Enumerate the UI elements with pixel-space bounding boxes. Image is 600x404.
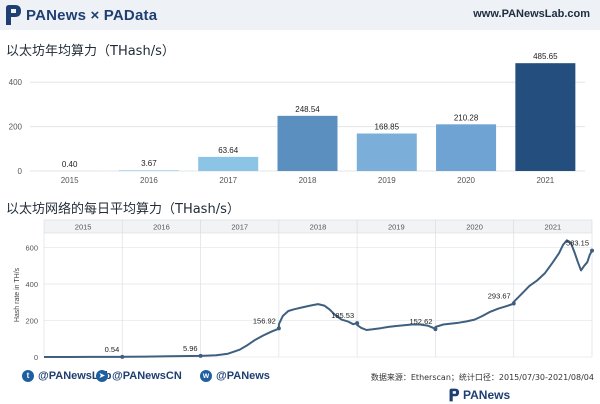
bar-value-label: 485.65 bbox=[533, 52, 558, 61]
annotation-point bbox=[355, 321, 360, 326]
daily-hashrate-line-chart: 2015 2016 2017 2018 2019 2020 2021 0 200 400 600 Ha… bbox=[14, 219, 594, 362]
bar-value-label: 248.54 bbox=[295, 105, 320, 114]
panel-label: 2015 bbox=[75, 223, 92, 232]
x-tick-label: 2021 bbox=[536, 176, 554, 185]
twitter-handle[interactable]: t @PANewsLab bbox=[22, 370, 111, 382]
weibo-icon: w bbox=[200, 370, 212, 382]
bar bbox=[515, 63, 576, 171]
bar-value-label: 168.85 bbox=[375, 123, 400, 132]
x-tick-label: 2017 bbox=[219, 176, 237, 185]
y-tick-label: 200 bbox=[25, 317, 38, 326]
header-bar: PANews × PAData www.PANewsLab.com bbox=[0, 0, 600, 30]
brand-logo[interactable]: PANews × PAData bbox=[4, 3, 157, 27]
twitter-icon: t bbox=[22, 370, 34, 382]
x-tick-label: 2020 bbox=[457, 176, 475, 185]
panews-logo-icon bbox=[449, 388, 460, 402]
bar-value-label: 210.28 bbox=[454, 113, 479, 122]
annotation-point bbox=[120, 354, 125, 359]
panel-label: 2017 bbox=[231, 223, 248, 232]
bar bbox=[436, 124, 497, 171]
bar-value-label: 3.67 bbox=[141, 159, 157, 168]
annotation-point bbox=[511, 301, 516, 306]
panel-label: 2019 bbox=[388, 223, 405, 232]
panel-label: 2020 bbox=[466, 223, 483, 232]
panel-label: 2018 bbox=[310, 223, 327, 232]
footer-logo: PANews bbox=[448, 388, 510, 402]
panel-label: 2021 bbox=[545, 223, 562, 232]
weibo-label: @PANews bbox=[216, 370, 270, 382]
x-tick-label: 2016 bbox=[140, 176, 158, 185]
annotation-label: 293.67 bbox=[488, 291, 511, 300]
y-tick-label: 400 bbox=[25, 280, 38, 289]
annotation-label: 156.92 bbox=[253, 316, 276, 325]
x-tick-label: 2018 bbox=[299, 176, 317, 185]
twitter-label: @PANewsLab bbox=[38, 370, 112, 382]
panews-logo-icon bbox=[6, 5, 21, 25]
annotation-label: 583.15 bbox=[566, 239, 589, 248]
annotation-label: 152.62 bbox=[409, 317, 432, 326]
y-tick-label: 200 bbox=[9, 123, 23, 132]
hashrate-series-line bbox=[44, 239, 593, 358]
bar-value-label: 63.64 bbox=[218, 146, 239, 155]
brand-name: PANews × PAData bbox=[26, 6, 158, 24]
annotation-label: 5.96 bbox=[183, 344, 198, 353]
y-axis-label: Hash rate in TH/s bbox=[14, 267, 21, 322]
telegram-handle[interactable]: ➤ @PANewsCN bbox=[96, 370, 182, 382]
annotation-label: 0.54 bbox=[105, 345, 120, 354]
y-tick-label: 400 bbox=[9, 78, 23, 87]
y-tick-label: 0 bbox=[34, 353, 38, 362]
bar bbox=[118, 170, 179, 171]
telegram-label: @PANewsCN bbox=[112, 370, 182, 382]
panel-label: 2016 bbox=[153, 223, 170, 232]
bar-chart-title: 以太坊年均算力（THash/s） bbox=[6, 44, 175, 59]
bar bbox=[356, 133, 417, 171]
y-tick-label: 600 bbox=[25, 244, 38, 253]
y-tick-label: 0 bbox=[18, 167, 23, 176]
weibo-handle[interactable]: w @PANews bbox=[200, 370, 270, 382]
data-source-note: 数据来源：Etherscan；统计口径：2015/07/30-2021/08/0… bbox=[370, 373, 594, 382]
x-tick-label: 2019 bbox=[378, 176, 396, 185]
bar bbox=[198, 156, 259, 171]
footer-logo-text: PANews bbox=[463, 388, 511, 402]
bar bbox=[277, 115, 338, 171]
annotation-point bbox=[590, 248, 594, 253]
annotation-point bbox=[198, 353, 203, 358]
telegram-icon: ➤ bbox=[96, 370, 108, 382]
site-url-link[interactable]: www.PANewsLab.com bbox=[473, 8, 590, 20]
panel-header bbox=[513, 219, 593, 234]
x-tick-label: 2015 bbox=[61, 176, 79, 185]
annual-hashrate-bar-chart: 0 200 400 0.40 2015 3.67 2016 63.64 2017 248.54 20… bbox=[9, 52, 585, 185]
annotation-point bbox=[433, 327, 438, 332]
bar-value-label: 0.40 bbox=[62, 160, 78, 169]
footer: t @PANewsLab ➤ @PANewsCN w @PANews 数据来源：… bbox=[0, 364, 600, 404]
annotation-label: 185.53 bbox=[331, 311, 354, 320]
line-chart-title: 以太坊网络的每日平均算力（THash/s） bbox=[6, 202, 240, 217]
annotation-point bbox=[276, 326, 281, 331]
